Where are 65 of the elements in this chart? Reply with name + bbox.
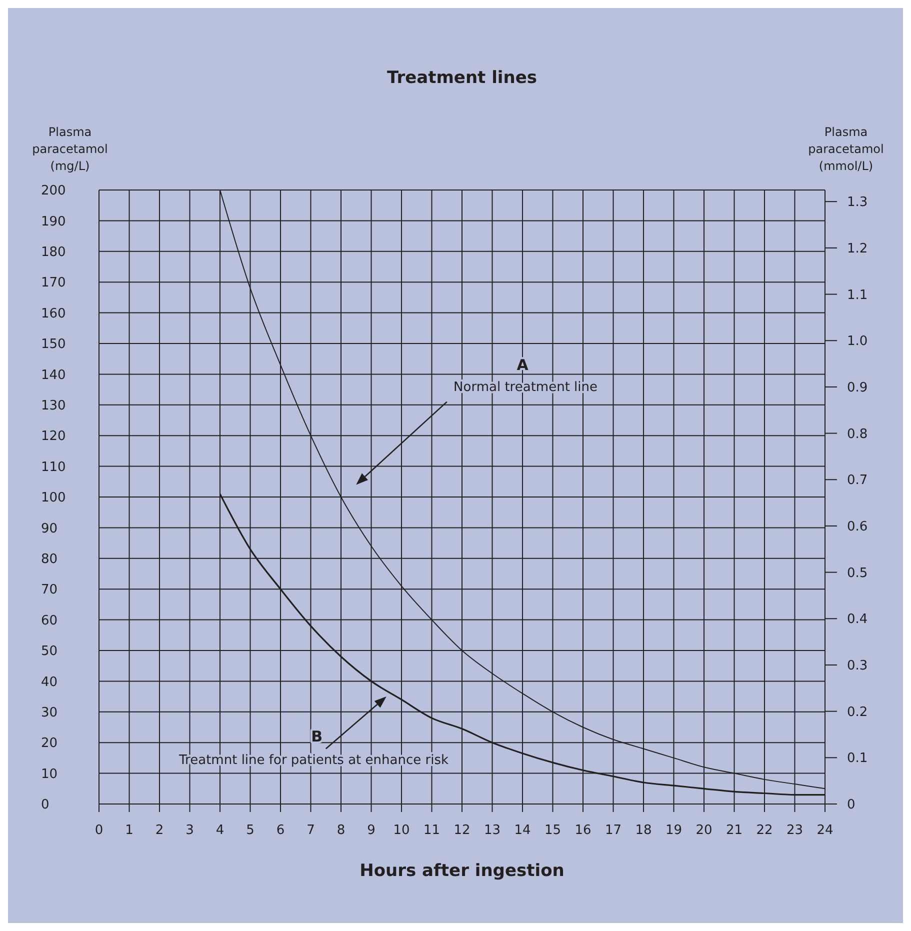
x-tick-label: 9 (367, 823, 376, 838)
x-tick-label: 12 (454, 823, 470, 838)
x-tick-label: 4 (216, 823, 224, 838)
y-tick-label: 80 (41, 552, 58, 567)
y2-tick-label: 0.1 (847, 751, 868, 766)
y2-tick-label: 1.3 (847, 195, 868, 210)
x-tick-label: 1 (125, 823, 134, 838)
x-tick-label: 18 (635, 823, 652, 838)
y2-tick-label: 0.3 (847, 658, 868, 674)
x-tick-label: 7 (306, 823, 315, 838)
x-tick-label: 11 (423, 823, 440, 838)
y-tick-label: 190 (41, 214, 66, 230)
x-tick-label: 16 (574, 823, 592, 838)
x-tick-label: 23 (786, 823, 804, 838)
y-tick-label: 120 (41, 429, 66, 444)
x-tick-label: 6 (276, 823, 285, 838)
x-tick-label: 15 (544, 823, 562, 838)
x-tick-label: 24 (816, 823, 834, 838)
x-axis-title: Hours after ingestion (360, 861, 564, 881)
x-tick-label: 14 (514, 823, 531, 838)
y-tick-label: 90 (41, 521, 58, 536)
y-axis-title: Plasma paracetamol (mg/L) (32, 125, 108, 173)
x-tick-label: 20 (696, 823, 712, 838)
x-tick-label: 8 (336, 823, 346, 838)
chart-title: Treatment lines (386, 68, 538, 88)
y2-tick-label: 1.0 (847, 334, 868, 350)
y2-tick-label: 1.1 (847, 288, 868, 303)
x-tick-label: 19 (665, 823, 682, 838)
y-tick-label: 130 (41, 398, 66, 414)
y-tick-label: 50 (41, 644, 58, 660)
y2-tick-label: 0.9 (847, 380, 868, 396)
y2-tick-label: 0.7 (847, 473, 868, 488)
y-tick-label: 40 (41, 674, 58, 690)
x-tick-label: 13 (484, 823, 501, 838)
x-tick-label: 10 (393, 823, 410, 838)
y2-tick-label: 0.8 (847, 426, 868, 442)
y-tick-label: 60 (41, 613, 58, 628)
y2-tick-label: 0.6 (847, 520, 868, 535)
y2-tick-label: 1.2 (847, 241, 868, 256)
y-tick-label: 170 (41, 276, 66, 291)
y-tick-label: 160 (41, 306, 66, 322)
y-tick-label: 0 (41, 798, 50, 813)
x-tick-label: 5 (246, 823, 254, 838)
x-tick-label: 3 (186, 823, 194, 838)
annotation: B (311, 728, 323, 746)
y2-tick-label: 0.2 (847, 704, 868, 720)
y-tick-label: 140 (41, 368, 66, 383)
y-tick-label: 150 (41, 337, 66, 352)
x-tick-label: 22 (756, 823, 773, 838)
y-tick-label: 180 (41, 244, 66, 260)
y2-tick-label: 0 (847, 798, 856, 813)
y2-tick-label: 0.5 (847, 566, 868, 581)
x-tick-label: 0 (94, 823, 104, 838)
y-tick-label: 10 (41, 766, 58, 782)
y-tick-label: 110 (41, 460, 66, 475)
y-tick-label: 20 (41, 736, 58, 752)
y2-tick-label: 0.4 (847, 612, 868, 628)
x-tick-label: 2 (155, 823, 164, 838)
y-tick-label: 200 (41, 184, 66, 199)
y-tick-label: 100 (41, 490, 66, 506)
x-tick-label: 17 (604, 823, 622, 838)
y-tick-label: 30 (41, 705, 58, 720)
y-tick-label: 70 (41, 582, 58, 598)
y2-axis-title: Plasma paracetamol (mmol/L) (808, 125, 884, 173)
x-tick-label: 21 (726, 823, 743, 838)
